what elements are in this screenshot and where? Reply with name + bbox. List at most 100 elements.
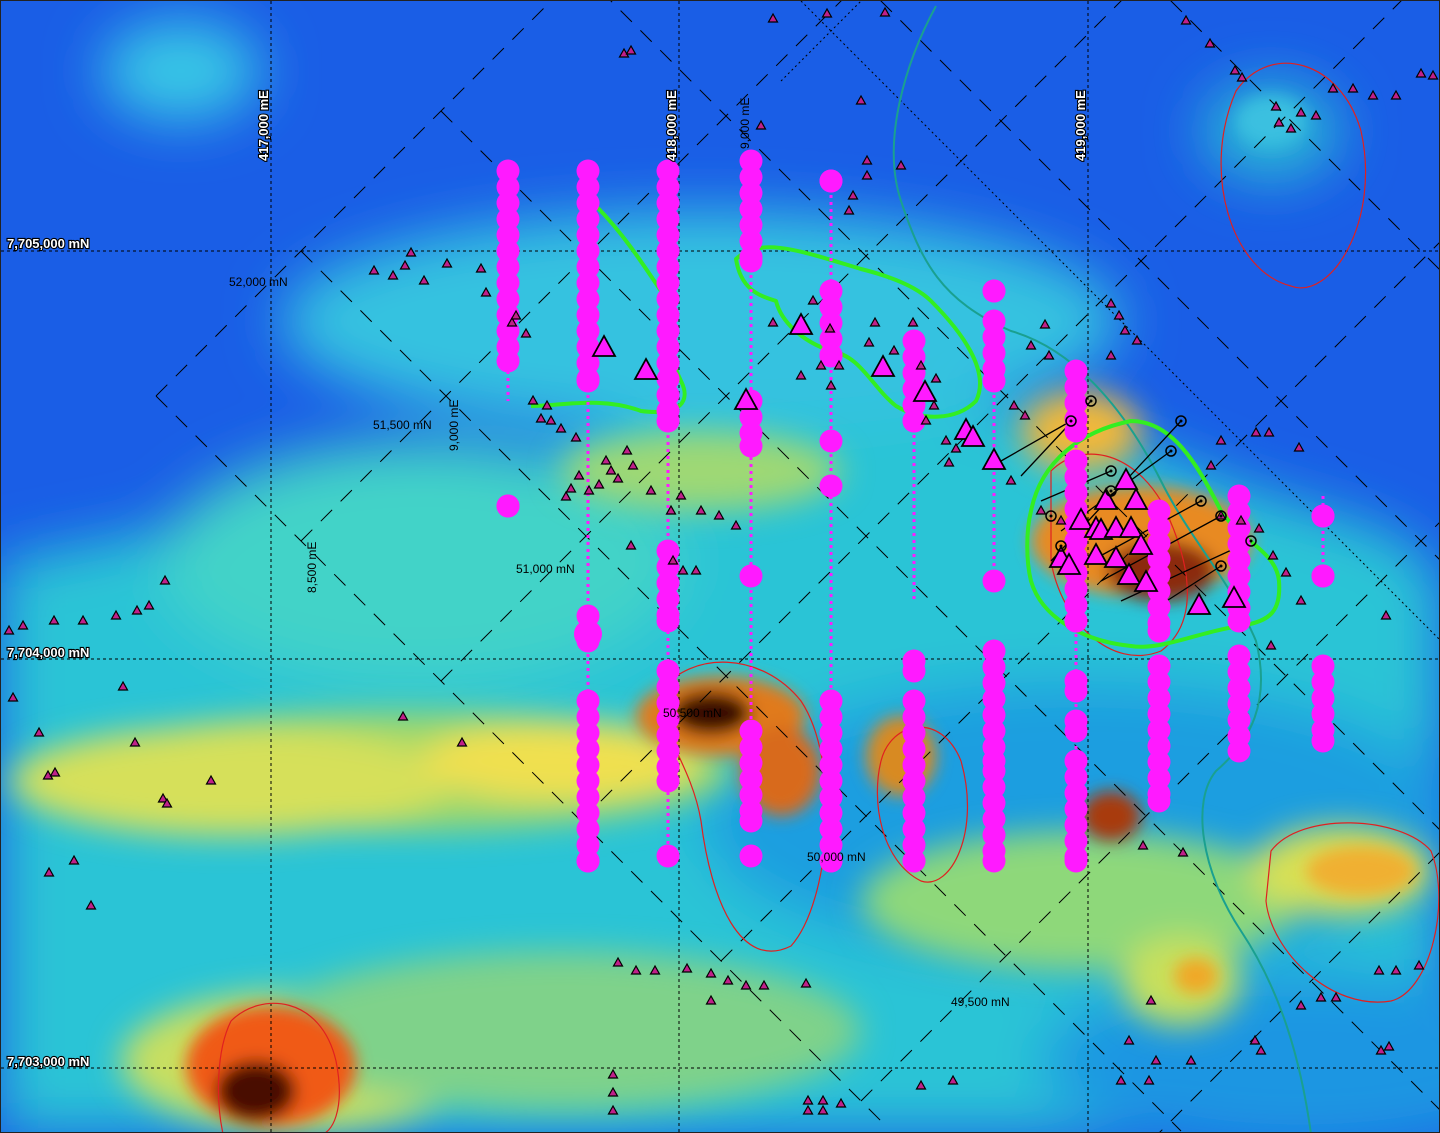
sample-point-icon xyxy=(950,442,962,453)
sample-point-icon xyxy=(861,169,873,180)
drill-sample-dot xyxy=(1227,739,1251,763)
drill-sample-dot xyxy=(496,207,520,231)
sample-point-icon xyxy=(1273,116,1285,127)
sample-point-icon xyxy=(815,359,827,370)
sample-point-icon xyxy=(1119,324,1131,335)
sample-point-icon xyxy=(1383,1040,1395,1051)
drill-sample-dot xyxy=(1147,654,1171,678)
sample-point-icon xyxy=(456,736,468,747)
drill-sample-dot xyxy=(1147,531,1171,555)
drill-sample-dot xyxy=(576,191,600,215)
sample-point-icon xyxy=(920,414,932,425)
drill-sample-dot xyxy=(1064,797,1088,821)
rock-chip-icon xyxy=(1056,552,1082,575)
sample-point-icon xyxy=(928,399,940,410)
rock-chip-icon xyxy=(1093,487,1119,510)
drill-sample-dot xyxy=(902,659,926,683)
drill-sample-dot xyxy=(1227,676,1251,700)
sample-point-icon xyxy=(915,359,927,370)
drillhole-collar-center xyxy=(1069,419,1073,423)
rock-chip-icon xyxy=(591,334,617,357)
rock-chip-icon xyxy=(1103,545,1129,568)
drill-sample-dot xyxy=(496,159,520,183)
drill-sample-dot xyxy=(656,287,680,311)
sample-point-icon xyxy=(795,369,807,380)
sample-point-icon xyxy=(131,604,143,615)
drill-sample-dot xyxy=(739,719,763,743)
drill-sample-dot xyxy=(1147,734,1171,758)
drillhole-collar-icon xyxy=(1085,395,1097,407)
rock-chip-icon xyxy=(1128,532,1154,555)
drill-sample-dot xyxy=(1147,766,1171,790)
local-northing-label-1: 52,000 mN xyxy=(229,275,288,289)
sample-point-icon xyxy=(705,994,717,1005)
drill-sample-dot xyxy=(656,707,680,731)
drill-sample-dot xyxy=(576,255,600,279)
drill-sample-dot xyxy=(1064,449,1088,473)
rock-chip-icon xyxy=(1068,507,1094,530)
sample-point-icon xyxy=(1105,297,1117,308)
rock-chip-icon xyxy=(1083,542,1109,565)
drill-sample-dot xyxy=(739,844,763,868)
drillhole-collar-center xyxy=(1089,399,1093,403)
drill-sample-dot xyxy=(819,429,843,453)
drill-sample-dot xyxy=(1064,593,1088,617)
drill-sample-dot xyxy=(902,801,926,825)
sample-point-icon xyxy=(730,519,742,530)
drill-sample-dot xyxy=(656,675,680,699)
sample-point-icon xyxy=(607,1068,619,1079)
drillhole-sections[interactable] xyxy=(496,149,1335,873)
drill-sample-dot xyxy=(656,175,680,199)
local-northing-label-3: 51,000 mN xyxy=(516,562,575,576)
drill-sample-dot xyxy=(982,791,1006,815)
drill-sample-dot xyxy=(656,571,680,595)
drill-sample-dot xyxy=(1064,765,1088,789)
rock-chip-icon xyxy=(733,387,759,410)
drill-sample-dot xyxy=(656,739,680,763)
drillhole-collar-center xyxy=(1169,449,1173,453)
drill-sample-dot xyxy=(1064,465,1088,489)
drill-sample-dot xyxy=(1064,829,1088,853)
rock-chip-samples xyxy=(591,312,1257,615)
sample-point-icon xyxy=(1270,100,1282,111)
drill-sample-dot xyxy=(656,383,680,407)
sample-point-icon xyxy=(1285,122,1297,133)
sample-point-icon xyxy=(418,274,430,285)
rock-chip-icon xyxy=(1103,515,1129,538)
drill-sample-dot xyxy=(739,197,763,221)
drill-sample-dot xyxy=(902,753,926,777)
sample-point-icon xyxy=(17,619,29,630)
drill-sample-dot xyxy=(1311,702,1335,726)
sample-point-icon xyxy=(541,399,553,410)
local-northing-label-5: 50,000 mN xyxy=(807,850,866,864)
sample-point-icon xyxy=(570,431,582,442)
drill-sample-dot xyxy=(819,753,843,777)
sample-point-icon xyxy=(665,504,677,515)
drill-sample-dot xyxy=(656,255,680,279)
sample-point-icon xyxy=(397,710,409,721)
drill-sample-dot xyxy=(1227,484,1251,508)
drillhole-section-1 xyxy=(496,159,520,518)
drill-sample-dot xyxy=(1227,609,1251,633)
sample-point-icon xyxy=(800,977,812,988)
drill-sample-dot xyxy=(739,181,763,205)
drillhole-collar-icon xyxy=(1245,535,1257,547)
drill-sample-dot xyxy=(1064,481,1088,505)
sample-point-icon xyxy=(593,478,605,489)
drill-sample-dot xyxy=(739,249,763,273)
drill-sample-dot xyxy=(739,809,763,833)
drill-sample-dot xyxy=(982,719,1006,743)
sample-point-icon xyxy=(1236,71,1248,82)
sample-point-icon xyxy=(159,574,171,585)
sample-point-icon xyxy=(1415,67,1427,78)
northing-label-3: 7,703,000 mN xyxy=(7,1054,89,1069)
drill-sample-dot xyxy=(739,434,763,458)
sample-point-icon xyxy=(740,979,752,990)
drillhole-collar-center xyxy=(1249,539,1253,543)
drill-sample-dot xyxy=(1147,750,1171,774)
rock-chip-icon xyxy=(981,447,1007,470)
sample-point-icon xyxy=(843,204,855,215)
sample-point-icon xyxy=(560,490,572,501)
